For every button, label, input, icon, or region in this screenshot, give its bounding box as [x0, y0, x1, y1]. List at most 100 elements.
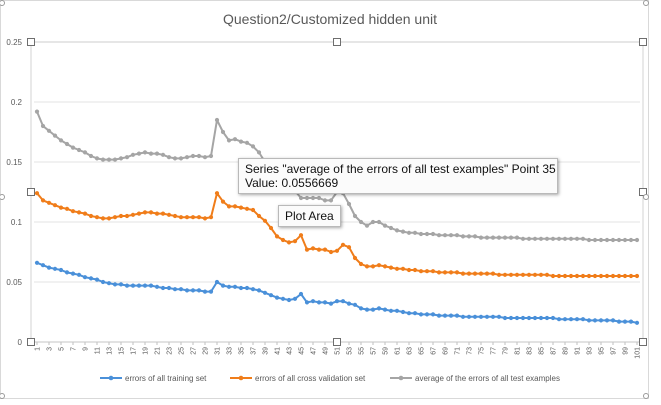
data-point[interactable]	[292, 239, 298, 244]
data-point[interactable]	[316, 195, 322, 201]
data-point[interactable]	[286, 297, 292, 303]
data-point[interactable]	[364, 264, 370, 269]
data-point[interactable]	[526, 272, 532, 277]
data-point[interactable]	[124, 213, 130, 219]
data-point[interactable]	[316, 300, 322, 305]
data-point[interactable]	[550, 273, 556, 279]
data-point[interactable]	[238, 205, 244, 210]
data-point[interactable]	[514, 235, 520, 240]
data-point[interactable]	[232, 284, 238, 289]
data-point[interactable]	[496, 235, 502, 240]
data-point[interactable]	[412, 311, 418, 316]
data-point[interactable]	[244, 206, 250, 211]
data-point[interactable]	[196, 153, 202, 159]
data-point[interactable]	[520, 272, 526, 277]
data-point[interactable]	[520, 315, 526, 321]
data-point[interactable]	[442, 233, 448, 238]
data-point[interactable]	[502, 272, 508, 277]
data-point[interactable]	[154, 211, 160, 216]
data-point[interactable]	[94, 215, 100, 220]
data-point[interactable]	[346, 245, 352, 250]
data-point[interactable]	[262, 218, 268, 223]
data-point[interactable]	[172, 213, 178, 219]
data-point[interactable]	[442, 270, 448, 275]
data-point[interactable]	[142, 210, 148, 215]
data-point[interactable]	[394, 266, 400, 271]
data-point[interactable]	[340, 242, 346, 247]
data-point[interactable]	[196, 215, 202, 220]
chart-resize-handle[interactable]	[643, 393, 649, 399]
data-point[interactable]	[328, 249, 334, 255]
data-point[interactable]	[628, 237, 634, 243]
data-point[interactable]	[76, 272, 82, 277]
data-point[interactable]	[394, 228, 400, 233]
data-point[interactable]	[184, 288, 190, 293]
data-point[interactable]	[484, 271, 490, 276]
data-point[interactable]	[604, 273, 610, 279]
data-point[interactable]	[406, 230, 412, 235]
data-point[interactable]	[400, 266, 406, 271]
legend-entry[interactable]: errors of all training set	[100, 374, 207, 383]
data-point[interactable]	[64, 270, 70, 275]
data-point[interactable]	[394, 308, 400, 313]
data-point[interactable]	[184, 215, 190, 220]
data-point[interactable]	[574, 273, 580, 279]
data-point[interactable]	[286, 240, 292, 245]
data-point[interactable]	[220, 283, 226, 288]
data-point[interactable]	[370, 307, 376, 312]
data-point[interactable]	[538, 272, 544, 277]
data-point[interactable]	[256, 288, 262, 293]
data-point[interactable]	[34, 191, 40, 196]
data-point[interactable]	[310, 246, 316, 251]
data-point[interactable]	[106, 216, 112, 221]
data-point[interactable]	[472, 314, 478, 319]
data-point[interactable]	[58, 205, 64, 210]
data-point[interactable]	[148, 151, 154, 156]
data-point[interactable]	[88, 276, 94, 281]
data-point[interactable]	[178, 215, 184, 220]
data-point[interactable]	[598, 318, 604, 323]
data-point[interactable]	[382, 264, 388, 269]
data-point[interactable]	[112, 282, 118, 287]
data-point[interactable]	[514, 315, 520, 321]
data-point[interactable]	[46, 128, 52, 133]
data-point[interactable]	[562, 317, 568, 322]
data-point[interactable]	[178, 287, 184, 292]
data-point[interactable]	[622, 237, 628, 243]
data-point[interactable]	[364, 307, 370, 312]
data-point[interactable]	[496, 272, 502, 277]
data-point[interactable]	[82, 275, 88, 280]
data-point[interactable]	[412, 230, 418, 235]
data-point[interactable]	[334, 248, 340, 253]
data-point[interactable]	[592, 237, 598, 243]
resize-handle[interactable]	[27, 188, 35, 196]
data-point[interactable]	[64, 206, 70, 211]
data-point[interactable]	[76, 147, 82, 153]
data-point[interactable]	[238, 285, 244, 291]
data-point[interactable]	[190, 215, 196, 220]
data-point[interactable]	[268, 293, 274, 298]
data-point[interactable]	[220, 129, 226, 135]
data-point[interactable]	[46, 265, 52, 270]
data-point[interactable]	[88, 213, 94, 219]
data-point[interactable]	[118, 282, 124, 287]
data-point[interactable]	[478, 235, 484, 240]
data-point[interactable]	[214, 191, 220, 196]
data-point[interactable]	[556, 236, 562, 241]
data-point[interactable]	[334, 299, 340, 304]
data-point[interactable]	[124, 283, 130, 288]
data-point[interactable]	[256, 150, 262, 155]
data-point[interactable]	[544, 236, 550, 241]
data-point[interactable]	[82, 211, 88, 216]
data-point[interactable]	[448, 233, 454, 238]
data-point[interactable]	[406, 311, 412, 316]
data-point[interactable]	[274, 295, 280, 300]
data-point[interactable]	[430, 312, 436, 317]
data-point[interactable]	[214, 279, 220, 285]
data-point[interactable]	[244, 140, 250, 145]
chart-resize-handle[interactable]	[643, 0, 649, 6]
data-point[interactable]	[430, 269, 436, 274]
data-point[interactable]	[454, 313, 460, 318]
data-point[interactable]	[112, 215, 118, 220]
data-point[interactable]	[490, 235, 496, 240]
